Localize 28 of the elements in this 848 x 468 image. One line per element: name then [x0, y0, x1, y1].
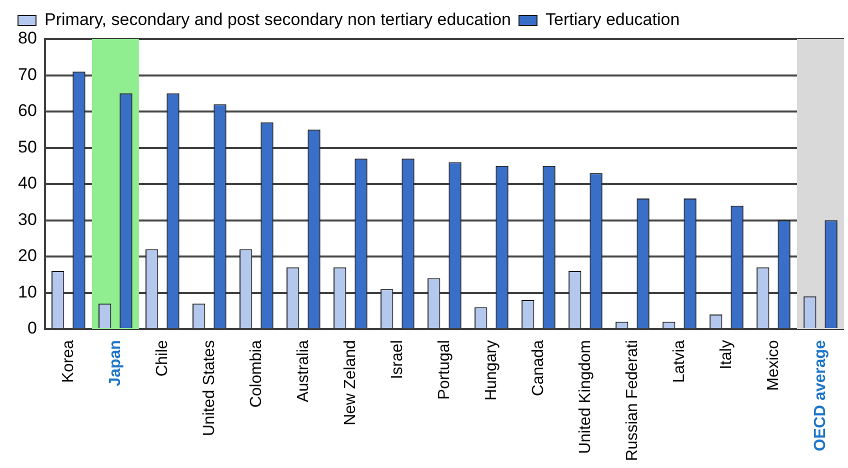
x-tick-label: Italy — [718, 340, 735, 370]
x-tick-label: Israel — [388, 340, 406, 380]
x-tick-label: Russian Federati — [624, 340, 641, 462]
y-tick-label: 20 — [18, 246, 37, 266]
y-tick-label: 60 — [18, 101, 37, 120]
y-tick-label: 10 — [18, 282, 37, 302]
y-tick-label: 0 — [27, 318, 37, 338]
legend-label: Primary, secondary and post secondary non tertiary education — [44, 10, 511, 30]
y-tick-label: 30 — [18, 210, 37, 229]
x-tick-label: Portugal — [436, 340, 453, 400]
x-tick-label: United States — [200, 340, 218, 436]
x-tick-label: Canada — [530, 340, 547, 396]
x-tick-label: New Zeland — [342, 340, 359, 426]
x-tick-label: Japan — [106, 340, 124, 386]
x-tick-label: Mexico — [764, 340, 782, 391]
legend-label: Tertiary education — [545, 10, 680, 30]
x-tick-label: OECD average — [812, 340, 829, 452]
x-tick-label: United Kingdom — [576, 340, 594, 454]
x-tick-label: Latvia — [670, 340, 688, 383]
x-tick-label: Australia — [294, 340, 312, 402]
x-tick-label: Colombia — [248, 340, 265, 408]
x-tick-label: Chile — [154, 340, 171, 377]
y-tick-label: 50 — [18, 137, 37, 156]
x-tick-label: Hungary — [482, 340, 500, 401]
y-tick-label: 40 — [18, 174, 37, 193]
x-tick-label: Korea — [60, 340, 77, 383]
y-tick-label: 80 — [18, 28, 37, 48]
y-tick-label: 70 — [18, 64, 37, 84]
